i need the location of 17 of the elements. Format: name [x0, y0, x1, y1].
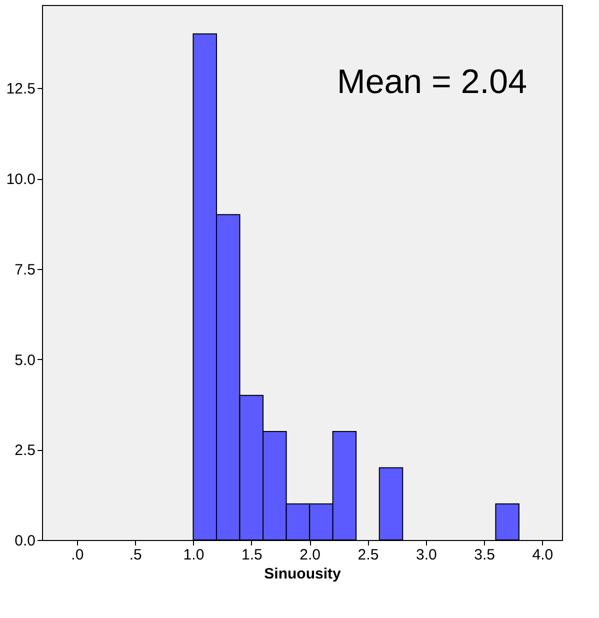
x-tick-label: .5	[129, 546, 142, 564]
y-tick-label: 10.0	[6, 171, 36, 188]
x-tick-label: 3.0	[416, 546, 437, 564]
x-tick-label: .0	[71, 546, 84, 564]
x-axis-title: Sinuousity	[264, 566, 342, 582]
y-tick-label: 0.0	[14, 532, 36, 550]
y-tick-label: 2.5	[14, 442, 36, 460]
y-tick-label: 7.5	[14, 261, 36, 278]
x-tick-label: 4.0	[532, 546, 554, 564]
annotation: Mean = 2.04	[337, 63, 527, 101]
x-tick-label: 2.0	[300, 546, 320, 564]
x-tick-label: 1.0	[183, 546, 204, 564]
x-tick-label: 1.5	[241, 546, 262, 564]
y-tick-label: 12.5	[6, 80, 36, 98]
x-tick-label: 2.5	[358, 546, 379, 564]
y-tick-label: 5.0	[14, 352, 36, 369]
x-tick-label: 3.5	[474, 546, 495, 564]
